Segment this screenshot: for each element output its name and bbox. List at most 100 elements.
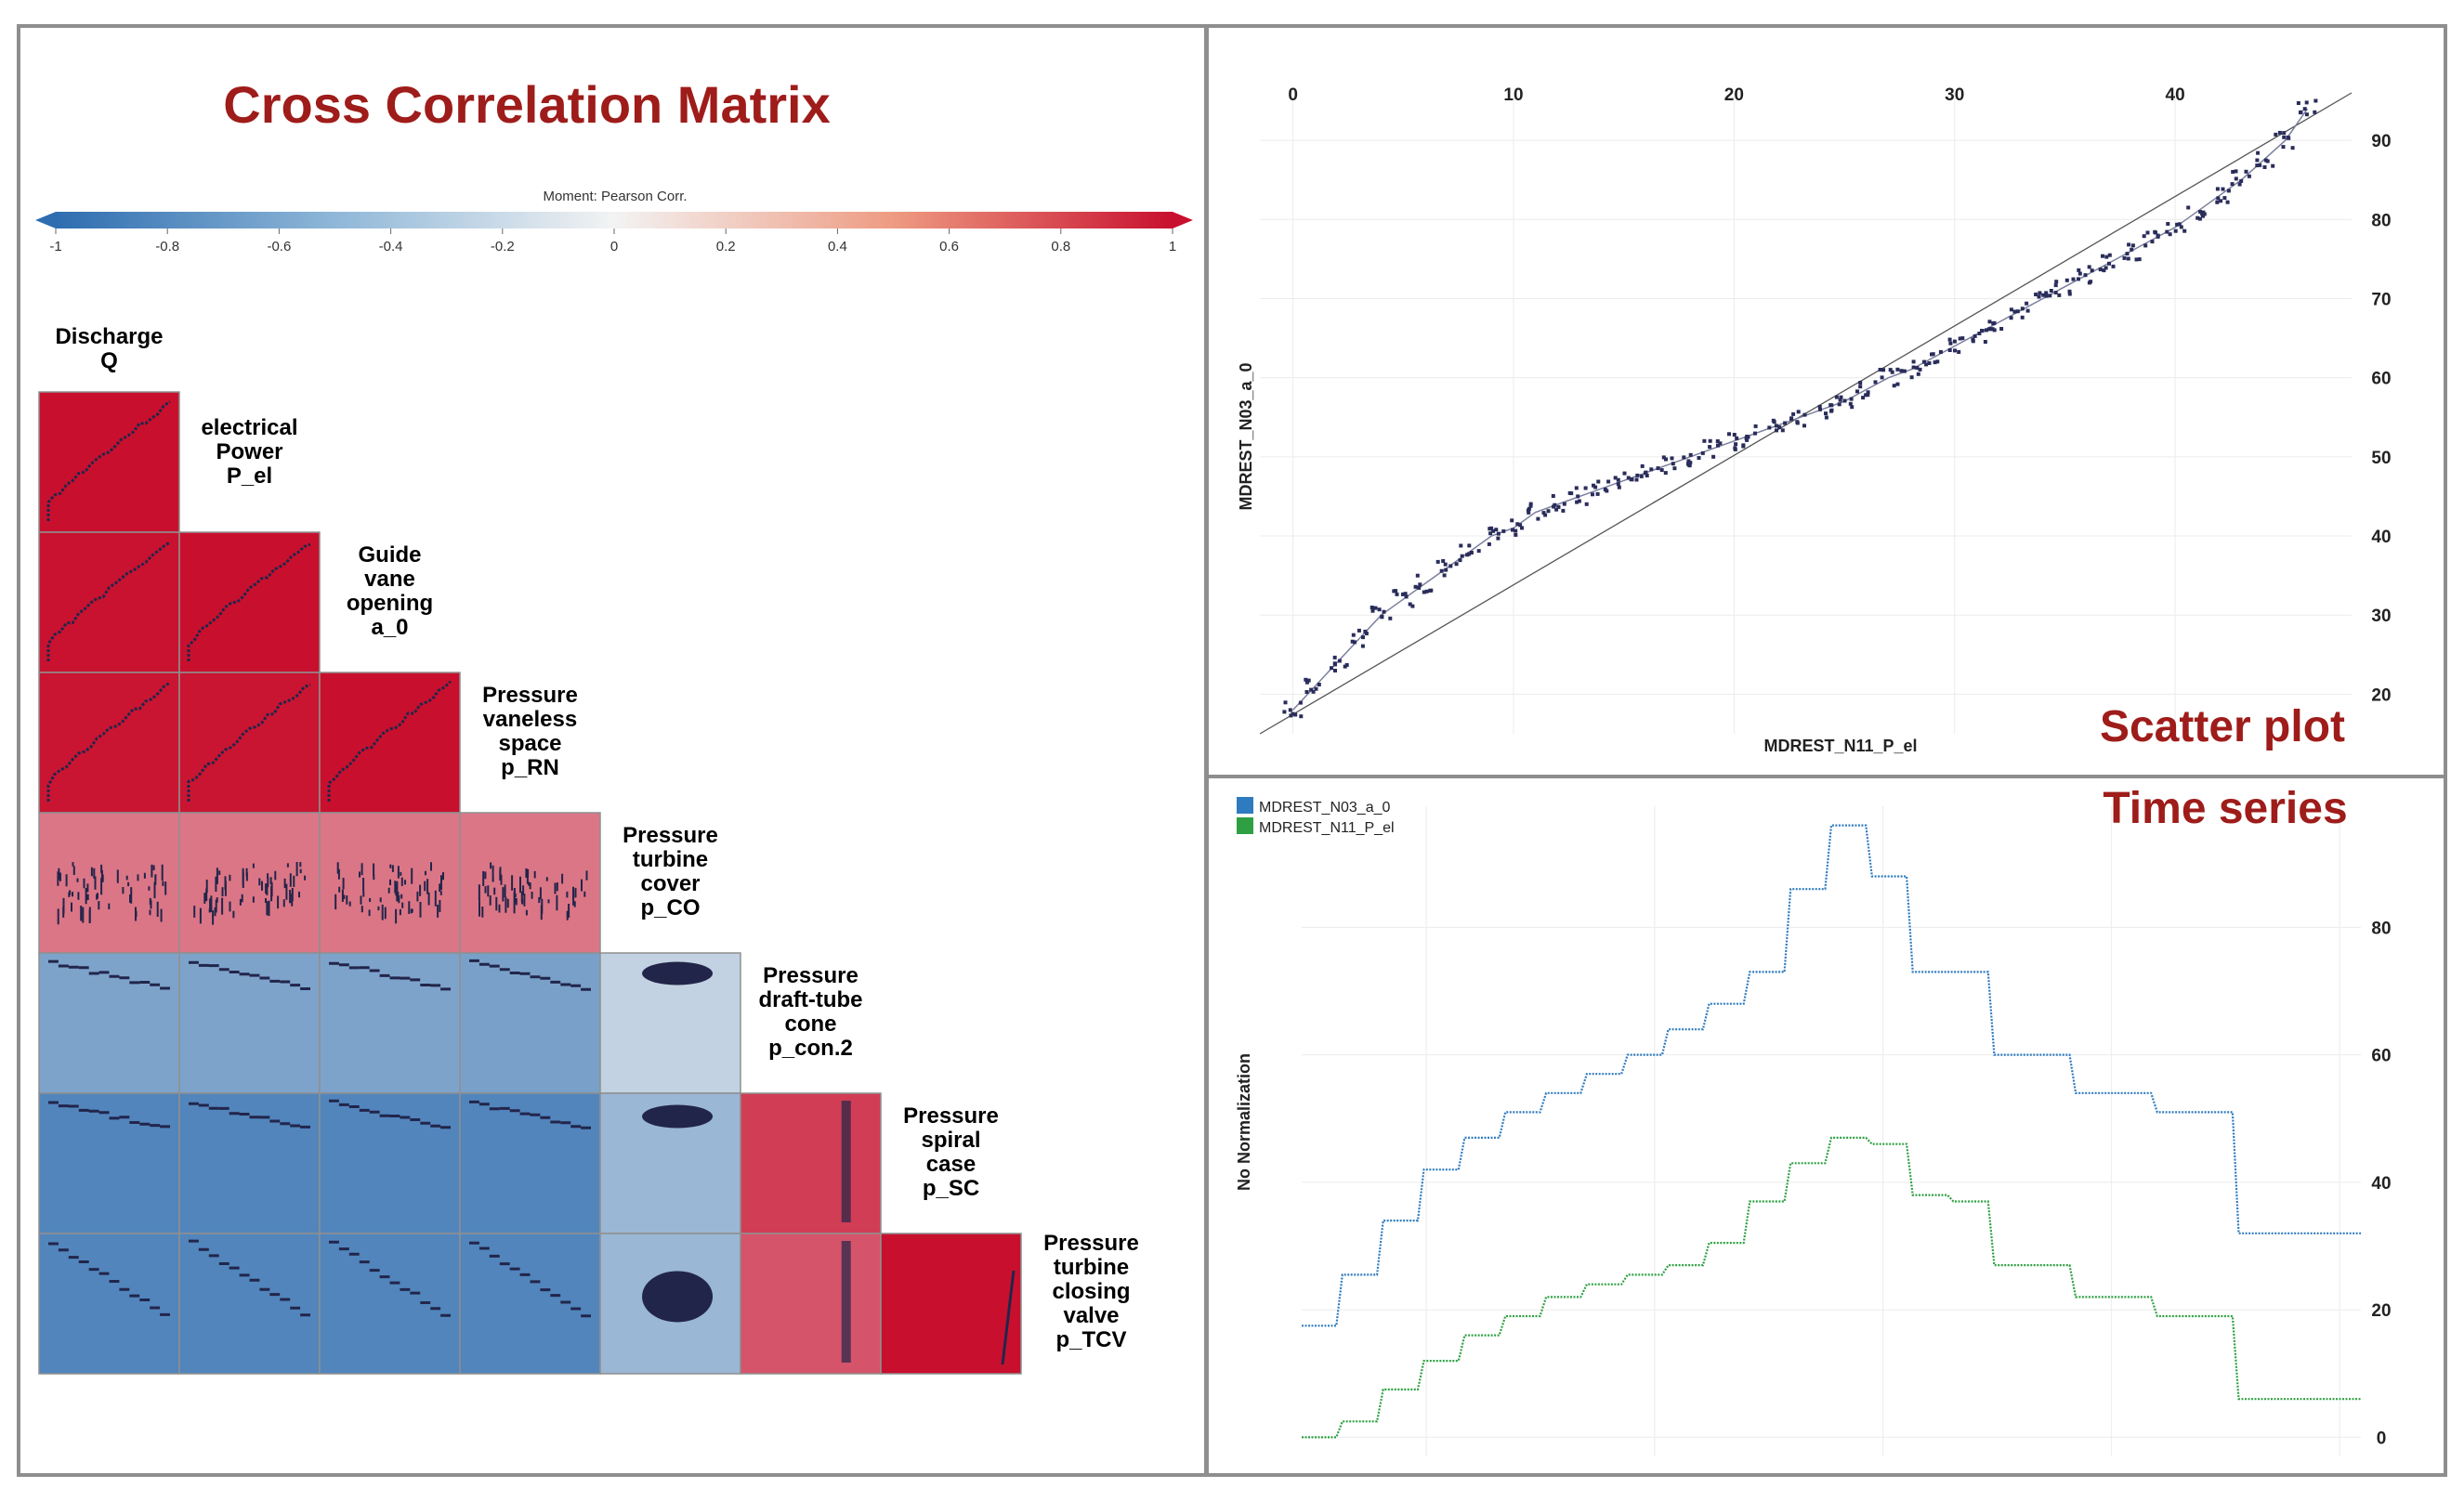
matrix-cell[interactable] — [178, 1092, 321, 1234]
scatter-point-mark — [1983, 340, 1987, 344]
scatter-point-mark — [1428, 588, 1433, 593]
matrix-cell[interactable] — [599, 952, 741, 1094]
matrix-cell-fill — [319, 952, 461, 1094]
matrix-cell[interactable] — [38, 1233, 180, 1375]
matrix-cell[interactable] — [459, 1233, 601, 1375]
scatter-point-mark — [2177, 222, 2182, 227]
scatter-point-mark — [1616, 477, 1620, 482]
scatter-point-mark — [2089, 280, 2093, 284]
matrix-cell-scatter — [48, 959, 170, 990]
matrix-cell[interactable] — [319, 812, 461, 954]
colorbar-label: Moment: Pearson Corr. — [543, 189, 687, 204]
scatter-point-mark — [1935, 359, 1940, 364]
scatter-point-mark — [1309, 687, 1314, 692]
scatter-point-mark — [1855, 389, 1859, 394]
scatter-point-mark — [2127, 242, 2131, 247]
scatter-point-mark — [1880, 375, 1884, 380]
scatter-point-mark — [1775, 428, 1778, 433]
scatter-point-mark — [1909, 375, 1914, 380]
scatter-point-mark — [1992, 320, 1997, 325]
matrix-cell[interactable] — [178, 952, 321, 1094]
colorbar-tick-label: 0 — [610, 239, 618, 255]
scatter-point-mark — [2053, 291, 2058, 294]
scatter-point-mark — [2049, 289, 2053, 293]
matrix-cell[interactable] — [178, 812, 321, 954]
colorbar-gradient — [56, 212, 1173, 228]
scatter-point-mark — [1895, 382, 1900, 386]
scatter-point-mark — [2215, 187, 2220, 191]
matrix-cell[interactable] — [459, 1092, 601, 1234]
scatter-point-mark — [1459, 543, 1463, 548]
matrix-cell[interactable] — [178, 531, 321, 673]
matrix-cell[interactable] — [319, 1092, 461, 1234]
matrix-cell[interactable] — [178, 672, 321, 814]
time-series-y-axis-label: No Normalization — [1235, 1053, 1253, 1191]
matrix-cell-scatter — [469, 959, 591, 991]
scatter-point-mark — [1848, 401, 1853, 406]
matrix-cell[interactable] — [38, 1092, 180, 1234]
matrix-cell[interactable] — [38, 672, 180, 814]
scatter-point-mark — [1708, 445, 1712, 450]
variable-label-line: closing — [1052, 1279, 1130, 1304]
scatter-point — [1282, 700, 1304, 719]
legend-label-a0[interactable]: MDREST_N03_a_0 — [1259, 800, 1391, 816]
scatter-point-mark — [1992, 328, 1997, 333]
variable-label-line: vane — [364, 567, 415, 592]
matrix-cell-scatter — [189, 960, 310, 990]
matrix-cell[interactable] — [599, 1092, 741, 1234]
scatter-point-mark — [2009, 316, 2013, 320]
variable-label-line: case — [926, 1152, 976, 1177]
scatter-point — [1304, 677, 1321, 694]
legend-swatch-a0 — [1237, 797, 1253, 814]
matrix-cell[interactable] — [319, 672, 461, 814]
matrix-cell-fill — [319, 1233, 461, 1375]
matrix-cell[interactable] — [178, 1233, 321, 1375]
matrix-cell-scatter — [329, 1240, 451, 1317]
legend-label-pel[interactable]: MDREST_N11_P_el — [1259, 820, 1395, 836]
matrix-cell[interactable] — [740, 1092, 882, 1234]
scatter-point-mark — [2077, 268, 2081, 272]
matrix-cell[interactable] — [319, 1233, 461, 1375]
matrix-cell[interactable] — [880, 1233, 1022, 1375]
matrix-cell[interactable] — [38, 812, 180, 954]
scatter-point — [2230, 169, 2251, 187]
scatter-point — [1546, 494, 1566, 514]
matrix-cell[interactable] — [459, 952, 601, 1094]
scatter-point-mark — [1824, 411, 1828, 416]
matrix-cell[interactable] — [319, 952, 461, 1094]
scatter-point-mark — [2274, 132, 2278, 137]
variable-label-line: p_con.2 — [768, 1036, 853, 1061]
matrix-cell[interactable] — [38, 391, 180, 533]
matrix-cell-fill — [740, 1233, 882, 1375]
matrix-cell[interactable] — [459, 812, 601, 954]
scatter-point-mark — [1663, 471, 1668, 476]
scatter-point-mark — [1818, 407, 1822, 411]
scatter-point — [1878, 367, 1900, 388]
scatter-point — [1947, 336, 1965, 354]
matrix-cell[interactable] — [599, 1233, 741, 1375]
scatter-point-mark — [1952, 339, 1957, 344]
scatter-point-mark — [1938, 349, 1943, 354]
scatter-point-mark — [2234, 176, 2238, 181]
scatter-point-mark — [2256, 150, 2261, 155]
scatter-point-mark — [1496, 531, 1501, 536]
scatter-point-mark — [1337, 659, 1342, 663]
scatter-point-mark — [1635, 473, 1640, 477]
matrix-cell-scatter — [48, 1242, 170, 1316]
scatter-point — [1435, 559, 1459, 578]
matrix-cell[interactable] — [38, 531, 180, 673]
scatter-point-mark — [1304, 680, 1309, 685]
scatter-point-mark — [2282, 131, 2287, 136]
scatter-point-mark — [1333, 669, 1337, 672]
matrix-cell[interactable] — [740, 1233, 882, 1375]
scatter-point-mark — [1881, 368, 1886, 372]
matrix-cell[interactable] — [38, 952, 180, 1094]
scatter-point-mark — [1866, 390, 1870, 395]
scatter-point-mark — [1616, 482, 1620, 487]
scatter-point-mark — [1561, 508, 1566, 513]
scatter-y-tick: 80 — [2371, 211, 2391, 230]
scatter-point-mark — [1895, 367, 1900, 372]
